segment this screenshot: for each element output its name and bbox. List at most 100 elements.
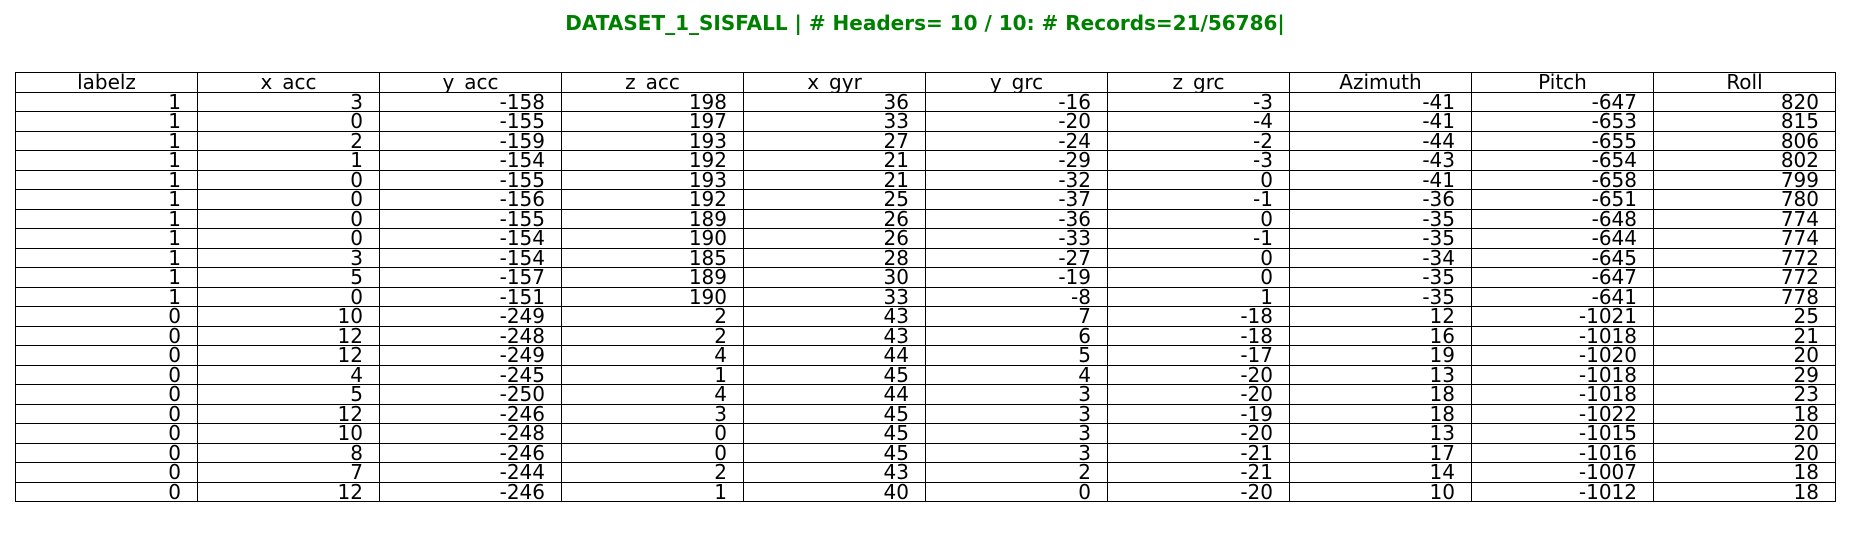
table-cell-z-grc: -1 [1107, 228, 1290, 249]
table-cell-z-acc: 4 [561, 384, 744, 405]
table-cell-x-gyr: 45 [743, 423, 926, 444]
table-cell-x-gyr: 43 [743, 462, 926, 483]
table-cell-x-gyr: 36 [743, 91, 926, 112]
column-header-pitch: Pitch [1471, 72, 1654, 93]
table-cell-labelz: 1 [15, 91, 198, 112]
table-cell-y-grc: -32 [925, 169, 1108, 190]
table-cell-azimuth: 18 [1289, 403, 1472, 424]
table-cell-x-acc: 2 [197, 130, 380, 151]
table-cell-labelz: 0 [15, 481, 198, 502]
table-cell-pitch: -647 [1471, 91, 1654, 112]
table-row: 1 2 -159 193 27 -24 -2 -44 -655 806 [15, 130, 1836, 151]
table-row: 0 8 -246 0 45 3 -21 17 -1016 20 [15, 442, 1836, 463]
table-cell-x-gyr: 45 [743, 403, 926, 424]
table-cell-labelz: 0 [15, 325, 198, 346]
table-cell-azimuth: -41 [1289, 169, 1472, 190]
table-cell-z-acc: 189 [561, 208, 744, 229]
table-row: 1 0 -151 190 33 -8 1 -35 -641 778 [15, 286, 1836, 307]
table-cell-x-acc: 1 [197, 150, 380, 171]
table-cell-y-grc: -8 [925, 286, 1108, 307]
column-header-x-gyr: x_gyr [743, 72, 926, 93]
table-cell-pitch: -1007 [1471, 462, 1654, 483]
table-cell-x-gyr: 26 [743, 208, 926, 229]
table-cell-x-gyr: 33 [743, 286, 926, 307]
table-cell-z-acc: 190 [561, 286, 744, 307]
table-cell-z-grc: -3 [1107, 150, 1290, 171]
table-cell-x-acc: 7 [197, 462, 380, 483]
column-header-labelz: labelz [15, 72, 198, 93]
table-cell-labelz: 0 [15, 364, 198, 385]
table-cell-z-acc: 185 [561, 247, 744, 268]
table-cell-labelz: 0 [15, 403, 198, 424]
table-cell-labelz: 1 [15, 189, 198, 210]
table-cell-roll: 772 [1653, 267, 1836, 288]
table-cell-roll: 806 [1653, 130, 1836, 151]
table-cell-pitch: -655 [1471, 130, 1654, 151]
table-cell-y-acc: -250 [379, 384, 562, 405]
table-cell-azimuth: 12 [1289, 306, 1472, 327]
table-cell-labelz: 1 [15, 286, 198, 307]
table-cell-y-grc: 2 [925, 462, 1108, 483]
table-cell-z-acc: 190 [561, 228, 744, 249]
table-cell-x-gyr: 21 [743, 169, 926, 190]
table-cell-x-gyr: 27 [743, 130, 926, 151]
table-cell-x-acc: 12 [197, 481, 380, 502]
table-cell-roll: 778 [1653, 286, 1836, 307]
table-row: 1 0 -155 189 26 -36 0 -35 -648 774 [15, 208, 1836, 229]
table-cell-roll: 802 [1653, 150, 1836, 171]
table-cell-z-grc: 0 [1107, 208, 1290, 229]
table-cell-roll: 815 [1653, 111, 1836, 132]
table-cell-y-acc: -154 [379, 150, 562, 171]
table-row: 1 0 -155 193 21 -32 0 -41 -658 799 [15, 169, 1836, 190]
table-row: 0 4 -245 1 45 4 -20 13 -1018 29 [15, 364, 1836, 385]
table-cell-x-acc: 12 [197, 325, 380, 346]
table-cell-y-acc: -246 [379, 481, 562, 502]
column-header-x-acc: x_acc [197, 72, 380, 93]
column-header-y-grc: y_grc [925, 72, 1108, 93]
table-cell-z-grc: -3 [1107, 91, 1290, 112]
table-cell-y-acc: -154 [379, 228, 562, 249]
table-cell-azimuth: 18 [1289, 384, 1472, 405]
table-cell-pitch: -1022 [1471, 403, 1654, 424]
table-cell-pitch: -647 [1471, 267, 1654, 288]
table-cell-y-acc: -248 [379, 325, 562, 346]
table-cell-labelz: 0 [15, 345, 198, 366]
table-cell-z-grc: -4 [1107, 111, 1290, 132]
table-cell-azimuth: -35 [1289, 228, 1472, 249]
table-cell-z-acc: 193 [561, 169, 744, 190]
table-cell-azimuth: -43 [1289, 150, 1472, 171]
table-cell-x-acc: 5 [197, 384, 380, 405]
table-cell-x-acc: 3 [197, 247, 380, 268]
chart-title: DATASET_1_SISFALL | # Headers= 10 / 10: … [565, 11, 1285, 35]
table-cell-x-gyr: 44 [743, 345, 926, 366]
table-cell-roll: 18 [1653, 403, 1836, 424]
table-cell-azimuth: -44 [1289, 130, 1472, 151]
table-cell-pitch: -654 [1471, 150, 1654, 171]
table-cell-z-grc: -20 [1107, 481, 1290, 502]
table-cell-x-gyr: 25 [743, 189, 926, 210]
table-cell-pitch: -651 [1471, 189, 1654, 210]
table-cell-x-acc: 8 [197, 442, 380, 463]
table-cell-z-acc: 2 [561, 325, 744, 346]
table-cell-z-acc: 1 [561, 364, 744, 385]
table-cell-pitch: -1018 [1471, 384, 1654, 405]
table-cell-z-grc: -20 [1107, 364, 1290, 385]
table-cell-y-grc: -20 [925, 111, 1108, 132]
table-cell-z-acc: 1 [561, 481, 744, 502]
table-cell-azimuth: 13 [1289, 423, 1472, 444]
table-cell-y-acc: -154 [379, 247, 562, 268]
table-cell-roll: 25 [1653, 306, 1836, 327]
table-cell-x-acc: 0 [197, 189, 380, 210]
table-cell-y-acc: -157 [379, 267, 562, 288]
table-cell-y-acc: -246 [379, 442, 562, 463]
table-row: 1 1 -154 192 21 -29 -3 -43 -654 802 [15, 150, 1836, 171]
table-row: 0 12 -249 4 44 5 -17 19 -1020 20 [15, 345, 1836, 366]
table-cell-y-acc: -249 [379, 345, 562, 366]
table-row: 1 3 -154 185 28 -27 0 -34 -645 772 [15, 247, 1836, 268]
table-cell-x-acc: 0 [197, 286, 380, 307]
table-cell-pitch: -1021 [1471, 306, 1654, 327]
table-cell-y-acc: -249 [379, 306, 562, 327]
table-row: 1 0 -154 190 26 -33 -1 -35 -644 774 [15, 228, 1836, 249]
table-cell-azimuth: -35 [1289, 208, 1472, 229]
header-row: labelz x_acc y_acc z_acc x_gyr y_grc z_grc Azim… [15, 72, 1836, 93]
